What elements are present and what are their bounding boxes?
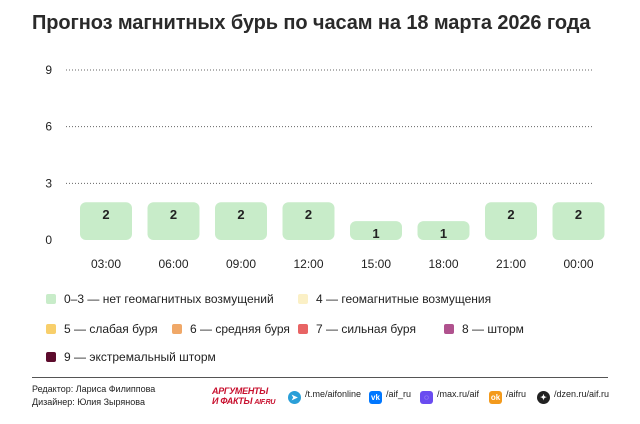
social-link-dzen[interactable]: ✦ /dzen.ru/aif.ru xyxy=(537,389,609,404)
y-tick-label: 9 xyxy=(45,63,52,77)
logo-line1: АРГУМЕНТЫ xyxy=(212,386,268,396)
telegram-icon: ➤ xyxy=(288,391,301,404)
social-text: /aifru xyxy=(506,389,527,399)
x-tick-label: 21:00 xyxy=(496,257,526,271)
legend-swatch xyxy=(172,324,182,334)
bar-chart: 0 3 6 9 2 03:00 2 06:00 2 09:00 2 12:00 1 15:00 1 18:00… xyxy=(45,63,605,271)
legend-item: 6 — средняя буря xyxy=(172,322,290,336)
legend-item: 4 — геомагнитные возмущения xyxy=(298,292,491,306)
legend-swatch xyxy=(444,324,454,334)
social-text: /aif_ru xyxy=(386,389,412,399)
x-tick-label: 06:00 xyxy=(158,257,188,271)
social-link-max[interactable]: ◌ /max.ru/aif xyxy=(420,389,479,404)
footer-divider xyxy=(32,377,608,378)
legend-item: 9 — экстремальный шторм xyxy=(46,350,216,364)
legend-swatch xyxy=(298,324,308,334)
y-tick-label: 0 xyxy=(45,233,52,247)
bar xyxy=(417,221,470,240)
social-link-ok[interactable]: ok/aifru xyxy=(489,389,526,404)
bar-value-label: 2 xyxy=(237,207,244,222)
designer-credit: Дизайнер: Юлия Зырянова xyxy=(32,397,145,407)
bar xyxy=(80,202,132,240)
bar xyxy=(282,202,335,240)
y-tick-label: 6 xyxy=(45,120,52,134)
bar-value-label: 2 xyxy=(507,207,514,222)
vk-icon: vk xyxy=(369,391,382,404)
legend-item: 0–3 — нет геомагнитных возмущений xyxy=(46,292,274,306)
social-link-telegram[interactable]: ➤ /t.me/aifonline xyxy=(288,389,361,404)
legend-item: 5 — слабая буря xyxy=(46,322,158,336)
legend-label: 7 — сильная буря xyxy=(316,322,416,336)
bar-value-label: 2 xyxy=(305,207,312,222)
legend-item: 8 — шторм xyxy=(444,322,524,336)
legend-swatch xyxy=(46,294,56,304)
bar xyxy=(350,221,402,240)
legend-label: 9 — экстремальный шторм xyxy=(64,350,216,364)
x-tick-label: 15:00 xyxy=(361,257,391,271)
page-title: Прогноз магнитных бурь по часам на 18 ма… xyxy=(32,12,591,34)
x-tick-label: 03:00 xyxy=(91,257,121,271)
logo-line2: И ФАКТЫ AIF.RU xyxy=(212,396,276,406)
legend-label: 0–3 — нет геомагнитных возмущений xyxy=(64,292,274,306)
legend-label: 4 — геомагнитные возмущения xyxy=(316,292,492,306)
bar-value-label: 1 xyxy=(372,226,379,241)
credits: Редактор: Лариса Филиппова Дизайнер: Юли… xyxy=(32,383,155,409)
bar-value-label: 2 xyxy=(170,207,177,222)
dzen-icon: ✦ xyxy=(537,391,550,404)
social-text: /max.ru/aif xyxy=(437,389,480,399)
x-tick-label: 00:00 xyxy=(563,257,593,271)
legend-label: 5 — слабая буря xyxy=(64,322,158,336)
aif-logo[interactable]: АРГУМЕНТЫ И ФАКТЫ AIF.RU xyxy=(212,386,278,408)
ok-icon: ok xyxy=(489,391,502,404)
bar-value-label: 2 xyxy=(102,207,109,222)
social-text: /t.me/aifonline xyxy=(305,389,362,399)
editor-credit: Редактор: Лариса Филиппова xyxy=(32,384,156,394)
legend-swatch xyxy=(46,352,56,362)
bar xyxy=(215,202,267,240)
bar-value-label: 1 xyxy=(440,226,447,241)
legend-label: 8 — шторм xyxy=(462,322,524,336)
legend-swatch xyxy=(46,324,56,334)
y-tick-label: 3 xyxy=(45,176,52,190)
x-tick-label: 09:00 xyxy=(226,257,256,271)
bar xyxy=(552,202,605,240)
x-tick-label: 18:00 xyxy=(428,257,458,271)
bar-value-label: 2 xyxy=(575,207,582,222)
bar xyxy=(485,202,537,240)
bar xyxy=(147,202,200,240)
social-text: /dzen.ru/aif.ru xyxy=(554,389,610,399)
legend-swatch xyxy=(298,294,308,304)
x-tick-label: 12:00 xyxy=(293,257,323,271)
max-icon: ◌ xyxy=(420,391,433,404)
legend-item: 7 — сильная буря xyxy=(298,322,416,336)
legend-label: 6 — средняя буря xyxy=(190,322,290,336)
social-link-vk[interactable]: vk/aif_ru xyxy=(369,389,411,404)
